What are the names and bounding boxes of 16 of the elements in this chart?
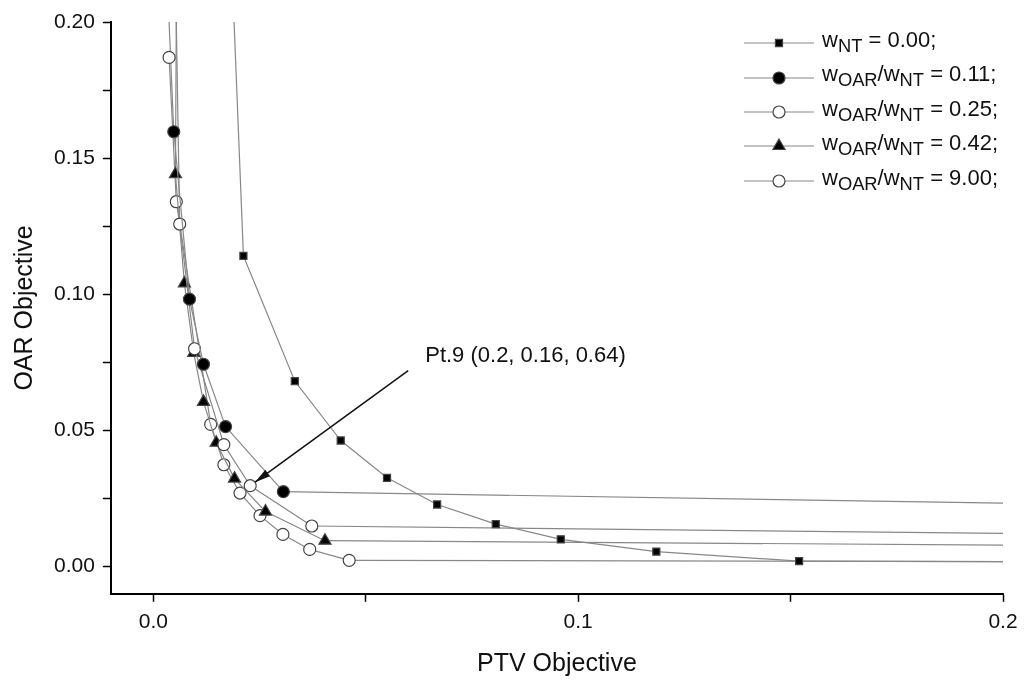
y-tick-label: 0.00 — [54, 553, 95, 577]
x-tick-label: 0.0 — [138, 609, 168, 633]
legend-label: w$_{OAR}$/w$_{NT}$ = 9.00; — [822, 163, 999, 196]
annotation: Pt.9 (0.2, 0.16, 0.64) — [425, 341, 626, 367]
y-axis-title: OAR Objective — [8, 225, 37, 391]
legend-label: w$_{NT}$ = 0.00; — [822, 26, 937, 59]
x-tick-label: 0.1 — [563, 609, 593, 633]
x-tick-label: 0.2 — [988, 609, 1018, 633]
y-tick-label: 0.20 — [54, 8, 95, 32]
y-tick-label: 0.10 — [54, 281, 95, 305]
x-axis-title: PTV Objective — [477, 647, 637, 676]
y-tick-label: 0.15 — [54, 144, 95, 168]
legend-label: w$_{OAR}$/w$_{NT}$ = 0.11; — [822, 60, 997, 93]
legend-label: w$_{OAR}$/w$_{NT}$ = 0.42; — [822, 129, 999, 162]
legend-label: w$_{OAR}$/w$_{NT}$ = 0.25; — [822, 94, 999, 128]
y-tick-label: 0.05 — [54, 417, 95, 441]
